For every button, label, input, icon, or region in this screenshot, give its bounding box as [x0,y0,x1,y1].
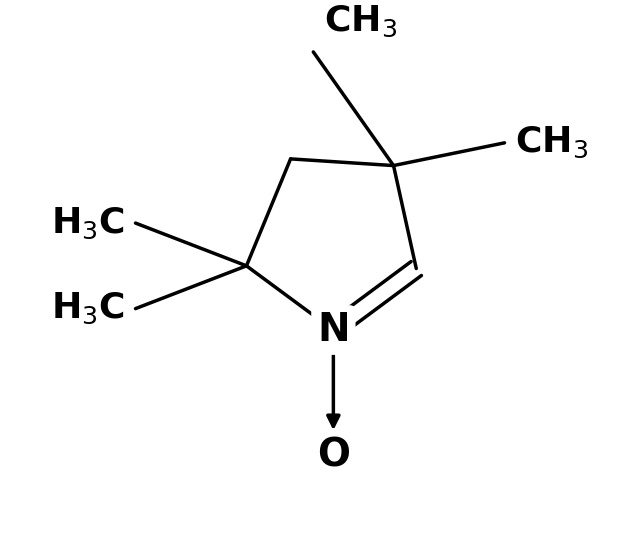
Text: H$_3$C: H$_3$C [51,206,125,241]
Text: CH$_3$: CH$_3$ [515,125,588,161]
Text: CH$_3$: CH$_3$ [324,3,397,38]
Text: N: N [317,311,349,349]
Text: O: O [317,437,350,475]
Text: H$_3$C: H$_3$C [51,291,125,326]
